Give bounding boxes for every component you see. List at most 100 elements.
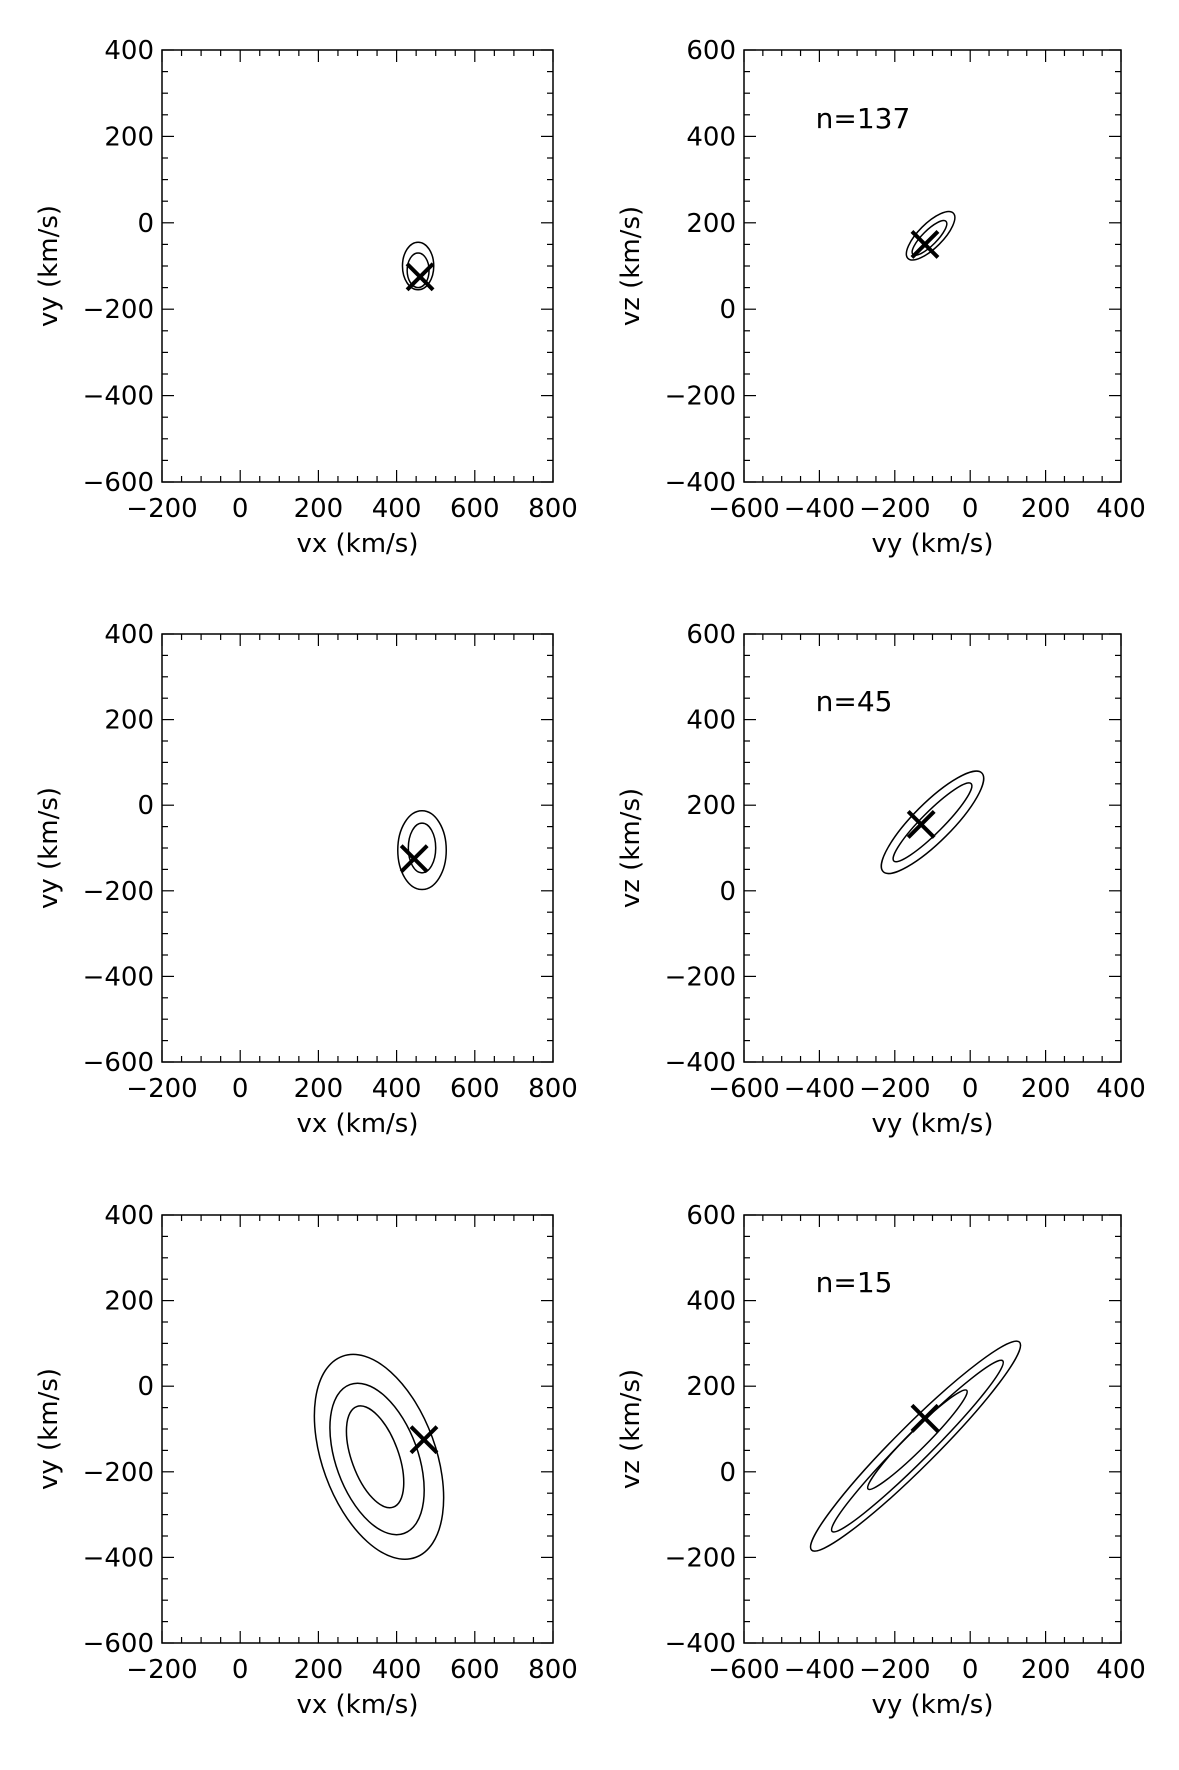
plot-frame bbox=[161, 633, 554, 1063]
y-tick-label: −200 bbox=[83, 295, 154, 325]
x-tick-label: 800 bbox=[528, 1655, 578, 1685]
x-tick-label: 400 bbox=[372, 1655, 422, 1685]
x-tick-label: −200 bbox=[126, 494, 197, 524]
x-tick-label: 800 bbox=[528, 494, 578, 524]
x-tick-label: 400 bbox=[1096, 494, 1146, 524]
best-fit-marker bbox=[405, 262, 435, 292]
y-tick-label: 0 bbox=[137, 1372, 154, 1402]
y-tick-label: 0 bbox=[137, 209, 154, 239]
x-tick-label: 0 bbox=[962, 494, 979, 524]
contour-level-1 bbox=[401, 241, 435, 291]
contour-level-3 bbox=[866, 1389, 968, 1491]
x-tick-label: 200 bbox=[1021, 494, 1071, 524]
panel-1: −200 0 200 400 600 800 −600 −400 −200 0 200 400 vx (… bbox=[34, 36, 578, 559]
y-tick-label: 200 bbox=[686, 791, 736, 821]
x-tick-label: 400 bbox=[372, 1074, 422, 1104]
panel-2: −600 −400 −200 0 200 400−400−2000200400600vy … bbox=[616, 36, 1146, 559]
y-tick-label: −400 bbox=[665, 1048, 736, 1078]
x-tick-label: −600 bbox=[708, 1655, 779, 1685]
x-tick-label: 400 bbox=[1096, 1655, 1146, 1685]
x-tick-label: 200 bbox=[294, 1074, 344, 1104]
panel-5: −200 0 200 400 600 800 −600 −400 −200 0 200 400 vx (… bbox=[34, 1201, 578, 1720]
x-tick-label: 600 bbox=[450, 494, 500, 524]
plot-frame bbox=[743, 1214, 1122, 1644]
y-tick-label: −400 bbox=[665, 1629, 736, 1659]
y-tick-label: −200 bbox=[665, 962, 736, 992]
y-tick-label: 400 bbox=[104, 36, 154, 66]
y-tick-label: −400 bbox=[83, 1543, 154, 1573]
contour-level-1 bbox=[905, 210, 956, 261]
y-tick-label: −400 bbox=[83, 382, 154, 412]
best-fit-marker bbox=[910, 229, 940, 259]
y-axis-label: vy (km/s) bbox=[34, 205, 64, 327]
y-tick-label: 400 bbox=[686, 1287, 736, 1317]
x-tick-label: 200 bbox=[294, 1655, 344, 1685]
y-tick-label: 400 bbox=[104, 1201, 154, 1231]
x-tick-label: −600 bbox=[708, 1074, 779, 1104]
x-tick-label: 600 bbox=[450, 1074, 500, 1104]
x-tick-label: 200 bbox=[1021, 1074, 1071, 1104]
x-axis-label: vx (km/s) bbox=[296, 1690, 418, 1720]
panel-3: −200 0 200 400 600 800 −600 −400 −200 0 200 400 vx (… bbox=[34, 620, 578, 1139]
y-tick-label: −600 bbox=[83, 1629, 154, 1659]
y-tick-label: 200 bbox=[104, 122, 154, 152]
contour-level-2 bbox=[407, 822, 437, 874]
plot-frame bbox=[161, 49, 554, 483]
y-tick-label: 0 bbox=[719, 295, 736, 325]
contour-level-2 bbox=[830, 1359, 1005, 1533]
contour-level-2 bbox=[329, 1382, 425, 1536]
y-tick-label: −200 bbox=[665, 1543, 736, 1573]
plot-frame bbox=[743, 49, 1122, 483]
x-tick-label: −400 bbox=[784, 1655, 855, 1685]
y-tick-label: −200 bbox=[83, 1458, 154, 1488]
x-axis-label: vy (km/s) bbox=[871, 1109, 993, 1139]
sample-size-annotation: n=45 bbox=[816, 685, 893, 718]
x-tick-label: 400 bbox=[372, 494, 422, 524]
x-tick-label: 0 bbox=[232, 1655, 249, 1685]
y-axis-label: vy (km/s) bbox=[34, 1368, 64, 1490]
y-axis-label: vz (km/s) bbox=[616, 206, 646, 326]
x-tick-label: −200 bbox=[859, 1074, 930, 1104]
panel-4: −600 −400 −200 0 200 400−400−2000200400600vy … bbox=[616, 620, 1146, 1139]
contour-level-2 bbox=[892, 782, 973, 863]
x-tick-label: −400 bbox=[784, 1074, 855, 1104]
x-tick-label: 600 bbox=[450, 1655, 500, 1685]
y-axis-label: vz (km/s) bbox=[616, 788, 646, 908]
y-tick-label: 400 bbox=[686, 706, 736, 736]
x-tick-label: 0 bbox=[962, 1655, 979, 1685]
x-tick-label: −400 bbox=[784, 494, 855, 524]
sample-size-annotation: n=137 bbox=[816, 102, 911, 135]
y-tick-label: −400 bbox=[83, 962, 154, 992]
y-axis-label: vz (km/s) bbox=[616, 1369, 646, 1489]
contour-level-1 bbox=[313, 1353, 445, 1560]
panel-6: −600 −400 −200 0 200 400−400−2000200400600vy … bbox=[616, 1201, 1146, 1720]
x-tick-label: 800 bbox=[528, 1074, 578, 1104]
y-tick-label: 200 bbox=[686, 1372, 736, 1402]
y-tick-label: −400 bbox=[665, 468, 736, 498]
y-tick-label: −600 bbox=[83, 1048, 154, 1078]
x-tick-label: 0 bbox=[232, 1074, 249, 1104]
x-tick-label: −200 bbox=[859, 1655, 930, 1685]
y-tick-label: −200 bbox=[83, 877, 154, 907]
y-tick-label: −600 bbox=[83, 468, 154, 498]
best-fit-marker bbox=[409, 1425, 439, 1455]
x-tick-label: −200 bbox=[126, 1074, 197, 1104]
y-tick-label: 400 bbox=[104, 620, 154, 650]
x-tick-label: 0 bbox=[232, 494, 249, 524]
best-fit-marker bbox=[906, 810, 936, 839]
contour-level-1 bbox=[809, 1340, 1022, 1552]
x-axis-label: vy (km/s) bbox=[871, 1690, 993, 1720]
y-tick-label: 200 bbox=[104, 706, 154, 736]
contour-level-1 bbox=[397, 810, 448, 891]
best-fit-marker bbox=[910, 1403, 940, 1433]
x-tick-label: −200 bbox=[859, 494, 930, 524]
x-tick-label: 400 bbox=[1096, 1074, 1146, 1104]
y-tick-label: −200 bbox=[665, 382, 736, 412]
y-tick-label: 200 bbox=[104, 1287, 154, 1317]
y-tick-label: 200 bbox=[686, 209, 736, 239]
x-axis-label: vx (km/s) bbox=[296, 529, 418, 559]
x-tick-label: −200 bbox=[126, 1655, 197, 1685]
y-tick-label: 600 bbox=[686, 620, 736, 650]
x-tick-label: −600 bbox=[708, 494, 779, 524]
